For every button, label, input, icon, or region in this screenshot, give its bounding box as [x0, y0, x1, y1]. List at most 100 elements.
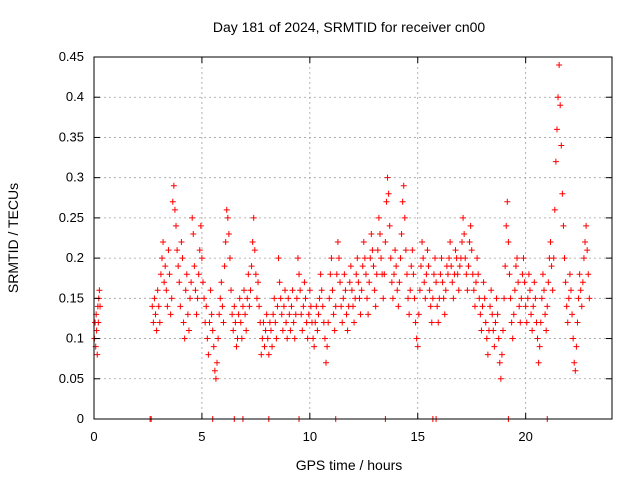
data-point	[458, 239, 465, 246]
data-point	[305, 311, 312, 318]
data-point	[392, 247, 399, 254]
data-point	[401, 214, 408, 221]
data-point	[518, 295, 525, 302]
data-point	[393, 263, 400, 270]
data-point	[506, 271, 513, 278]
data-point	[492, 319, 499, 326]
data-point	[583, 222, 590, 229]
data-point	[455, 287, 462, 294]
data-point	[504, 198, 511, 205]
data-point	[247, 287, 254, 294]
data-point	[461, 230, 468, 237]
data-point	[573, 343, 580, 350]
data-point	[547, 239, 554, 246]
data-point	[423, 271, 430, 278]
data-point	[447, 239, 454, 246]
data-point	[238, 335, 245, 342]
data-point	[378, 255, 385, 262]
data-point	[155, 303, 162, 310]
data-point	[237, 319, 244, 326]
data-point	[157, 271, 164, 278]
data-point	[403, 271, 410, 278]
data-point	[384, 174, 391, 181]
data-point	[243, 327, 250, 334]
data-point	[374, 247, 381, 254]
data-point	[503, 222, 510, 229]
data-point	[176, 279, 183, 286]
data-point	[178, 239, 185, 246]
data-point	[160, 239, 167, 246]
y-tick-label: 0.4	[66, 89, 84, 104]
data-point	[398, 230, 405, 237]
data-point	[179, 255, 186, 262]
data-point	[193, 311, 200, 318]
data-point	[343, 311, 350, 318]
data-point	[549, 287, 556, 294]
data-point	[535, 359, 542, 366]
data-point	[463, 271, 470, 278]
data-point	[586, 295, 593, 302]
data-point	[297, 287, 304, 294]
data-points	[91, 62, 593, 422]
data-point	[194, 295, 201, 302]
data-point	[321, 335, 328, 342]
data-point	[171, 206, 178, 213]
data-point	[185, 327, 192, 334]
y-tick-label: 0.35	[59, 129, 84, 144]
data-point	[570, 335, 577, 342]
data-point	[366, 279, 373, 286]
x-tick-label: 15	[411, 429, 425, 444]
data-point	[395, 303, 402, 310]
data-point	[220, 319, 227, 326]
data-point	[491, 343, 498, 350]
data-point	[351, 319, 358, 326]
data-point	[203, 303, 210, 310]
data-point	[394, 287, 401, 294]
data-point	[328, 255, 335, 262]
data-point	[318, 287, 325, 294]
data-point	[236, 295, 243, 302]
data-point	[272, 319, 279, 326]
data-point	[553, 126, 560, 133]
data-point	[285, 295, 292, 302]
data-point	[399, 198, 406, 205]
data-point	[280, 303, 287, 310]
data-point	[544, 303, 551, 310]
data-point	[334, 239, 341, 246]
chart-title: Day 181 of 2024, SRMTID for receiver cn0…	[213, 19, 486, 35]
data-point	[536, 343, 543, 350]
data-point	[578, 303, 585, 310]
data-point	[424, 247, 431, 254]
data-point	[478, 327, 485, 334]
data-point	[290, 319, 297, 326]
x-tick-labels: 0 5 10 15 20	[90, 429, 533, 444]
data-point	[161, 279, 168, 286]
data-point	[450, 295, 457, 302]
data-point	[367, 255, 374, 262]
data-point	[266, 319, 273, 326]
data-point	[181, 335, 188, 342]
data-point	[162, 263, 169, 270]
data-point	[471, 303, 478, 310]
data-point	[95, 319, 102, 326]
data-point	[449, 279, 456, 286]
data-point	[495, 335, 502, 342]
data-point	[311, 343, 318, 350]
data-point	[477, 311, 484, 318]
data-point	[387, 255, 394, 262]
data-point	[253, 295, 260, 302]
data-point	[299, 327, 306, 334]
data-point	[348, 287, 355, 294]
data-point	[344, 327, 351, 334]
data-point	[335, 255, 342, 262]
data-point	[473, 279, 480, 286]
data-point	[432, 255, 439, 262]
data-point	[428, 319, 435, 326]
data-point	[407, 287, 414, 294]
data-point	[347, 263, 354, 270]
data-point	[182, 287, 189, 294]
data-point	[287, 327, 294, 334]
data-point	[286, 311, 293, 318]
data-point	[500, 327, 507, 334]
data-point	[476, 295, 483, 302]
